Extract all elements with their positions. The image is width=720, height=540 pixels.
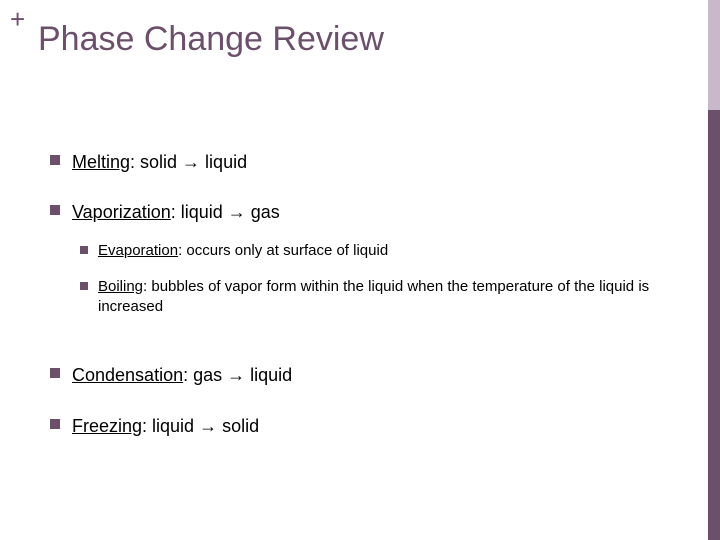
rest: : liquid → solid: [142, 416, 259, 436]
rest: : solid → liquid: [130, 152, 247, 172]
term: Condensation: [72, 365, 183, 385]
term: Melting: [72, 152, 130, 172]
bullet-icon: [50, 419, 60, 429]
rest: : bubbles of vapor form within the liqui…: [98, 278, 649, 315]
bullet-icon: [80, 246, 88, 254]
item-text: Evaporation: occurs only at surface of l…: [98, 241, 388, 261]
decorative-side-stripe: [708, 0, 720, 540]
slide-title: Phase Change Review: [38, 20, 384, 59]
list-item: Melting: solid → liquid: [50, 150, 680, 174]
bullet-icon: [80, 282, 88, 290]
list-item: Freezing: liquid → solid: [50, 414, 680, 438]
stripe-top: [708, 0, 720, 110]
term: Vaporization: [72, 202, 171, 222]
item-text: Melting: solid → liquid: [72, 150, 247, 174]
list-item: Vaporization: liquid → gas: [50, 200, 680, 224]
bullet-icon: [50, 205, 60, 215]
item-text: Boiling: bubbles of vapor form within th…: [98, 277, 680, 318]
rest: : liquid → gas: [171, 202, 280, 222]
rest: : occurs only at surface of liquid: [178, 242, 388, 259]
stripe-bottom: [708, 110, 720, 540]
item-text: Vaporization: liquid → gas: [72, 200, 280, 224]
list-item: Condensation: gas → liquid: [50, 363, 680, 387]
term: Freezing: [72, 416, 142, 436]
bullet-icon: [50, 368, 60, 378]
term: Boiling: [98, 278, 143, 295]
plus-icon: +: [10, 6, 25, 32]
bullet-icon: [50, 155, 60, 165]
list-item-sub: Boiling: bubbles of vapor form within th…: [80, 277, 680, 318]
item-text: Condensation: gas → liquid: [72, 363, 292, 387]
item-text: Freezing: liquid → solid: [72, 414, 259, 438]
spacer: [50, 333, 680, 363]
term: Evaporation: [98, 242, 178, 259]
list-item-sub: Evaporation: occurs only at surface of l…: [80, 241, 680, 261]
slide-content: Melting: solid → liquid Vaporization: li…: [50, 150, 680, 464]
rest: : gas → liquid: [183, 365, 292, 385]
